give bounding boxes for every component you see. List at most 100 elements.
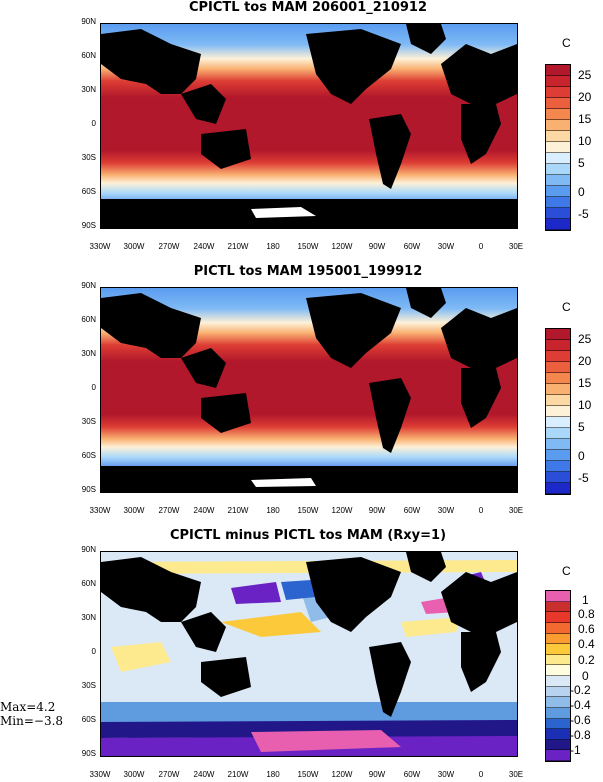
- colorbar-label: 5: [578, 156, 585, 170]
- lon-label: 270W: [158, 242, 180, 251]
- colorbar-swatch: [546, 384, 570, 395]
- lat-label: 0: [91, 383, 96, 392]
- colorbar-swatch: [546, 120, 570, 131]
- lat-label: 30S: [81, 153, 96, 162]
- colorbar-label: -1: [570, 743, 581, 757]
- colorbar-swatch: [546, 612, 570, 623]
- colorbar-swatch: [546, 665, 570, 676]
- sst-map: [100, 23, 518, 229]
- lon-label: 60W: [403, 506, 421, 515]
- colorbar-label: -0.4: [570, 698, 591, 712]
- difference-map-svg: [101, 552, 517, 756]
- panel-title: CPICTL tos MAM 206001_210912: [188, 0, 428, 15]
- colorbar: [545, 64, 571, 231]
- colorbar-swatch: [546, 707, 570, 719]
- lat-label: 60S: [81, 187, 96, 196]
- colorbar-swatch: [546, 362, 570, 373]
- lat-label: 90N: [81, 545, 96, 554]
- colorbar-swatch: [546, 340, 570, 351]
- colorbar-swatch: [546, 472, 570, 483]
- colorbar-swatch: [546, 483, 570, 494]
- sst-map-svg: [101, 288, 517, 492]
- colorbar-label: 0: [578, 185, 585, 199]
- lat-label: 0: [91, 119, 96, 128]
- colorbar-swatch: [546, 676, 570, 687]
- lon-label: 300W: [123, 506, 145, 515]
- colorbar-label: 0.4: [578, 637, 595, 651]
- colorbar-label: 20: [578, 354, 592, 368]
- colorbar-label: 0.6: [578, 622, 595, 636]
- difference-map: [100, 551, 518, 757]
- colorbar-swatch: [546, 109, 570, 120]
- lon-label: 270W: [158, 506, 180, 515]
- colorbar-label: 0.2: [578, 653, 595, 667]
- colorbar-label: 0: [582, 669, 589, 683]
- colorbar-swatch: [546, 750, 570, 761]
- lat-label: 30S: [81, 417, 96, 426]
- max-value: Max=4.2: [0, 700, 56, 714]
- colorbar-swatch: [546, 98, 570, 109]
- colorbar-label: 10: [578, 398, 592, 412]
- colorbar-swatch: [546, 329, 570, 340]
- lat-label: 30N: [81, 613, 96, 622]
- lat-label: 30N: [81, 349, 96, 358]
- colorbar-label: 25: [578, 332, 592, 346]
- colorbar-swatch: [546, 739, 570, 751]
- colorbar-swatch: [546, 208, 570, 219]
- panel-title: PICTL tos MAM 195001_199912: [193, 264, 423, 279]
- lon-label: 270W: [158, 770, 180, 779]
- colorbar-label: 5: [578, 420, 585, 434]
- lon-label: 210W: [227, 506, 249, 515]
- colorbar-swatch: [546, 142, 570, 153]
- lat-label: 90S: [81, 221, 96, 230]
- lat-label: 60S: [81, 451, 96, 460]
- lon-label: 30E: [508, 770, 524, 779]
- lon-label: 210W: [227, 770, 249, 779]
- lon-label: 30W: [437, 506, 455, 515]
- colorbar-swatch: [546, 76, 570, 87]
- lon-label: 240W: [193, 770, 215, 779]
- colorbar-swatch: [546, 428, 570, 439]
- lon-label: 90W: [368, 242, 386, 251]
- colorbar-swatch: [546, 461, 570, 472]
- lon-label: 30W: [437, 242, 455, 251]
- lon-label: 240W: [193, 506, 215, 515]
- colorbar: [545, 590, 571, 762]
- colorbar-swatch: [546, 351, 570, 362]
- colorbar-swatch: [546, 395, 570, 406]
- lon-label: 30E: [508, 506, 524, 515]
- lon-label: 180: [266, 242, 280, 251]
- colorbar-label: 15: [578, 376, 592, 390]
- lon-label: 0: [478, 506, 484, 515]
- colorbar-label: -0.2: [570, 683, 591, 697]
- colorbar-swatch: [546, 153, 570, 164]
- lon-label: 180: [266, 506, 280, 515]
- lat-label: 90N: [81, 17, 96, 26]
- colorbar-unit: C: [562, 564, 571, 578]
- colorbar-label: -0.8: [570, 728, 591, 742]
- colorbar-swatch: [546, 601, 570, 613]
- lon-label: 30W: [437, 770, 455, 779]
- colorbar-label: -0.6: [570, 713, 591, 727]
- sst-map: [100, 287, 518, 493]
- lon-label: 120W: [331, 770, 353, 779]
- colorbar-swatch: [546, 219, 570, 230]
- lon-label: 0: [478, 242, 484, 251]
- colorbar-label: -5: [578, 471, 589, 485]
- lon-label: 150W: [297, 506, 319, 515]
- colorbar-swatch: [546, 65, 570, 76]
- lon-label: 120W: [331, 242, 353, 251]
- lat-label: 0: [91, 647, 96, 656]
- lat-label: 60N: [81, 579, 96, 588]
- colorbar-swatch: [546, 450, 570, 461]
- colorbar-label: 25: [578, 68, 592, 82]
- lat-label: 60N: [81, 51, 96, 60]
- lon-label: 240W: [193, 242, 215, 251]
- colorbar-label: 0.8: [578, 607, 595, 621]
- lon-label: 150W: [297, 242, 319, 251]
- colorbar-swatch: [546, 417, 570, 428]
- lon-label: 330W: [89, 242, 111, 251]
- colorbar-swatch: [546, 406, 570, 417]
- colorbar-swatch: [546, 591, 570, 602]
- lon-label: 180: [266, 770, 280, 779]
